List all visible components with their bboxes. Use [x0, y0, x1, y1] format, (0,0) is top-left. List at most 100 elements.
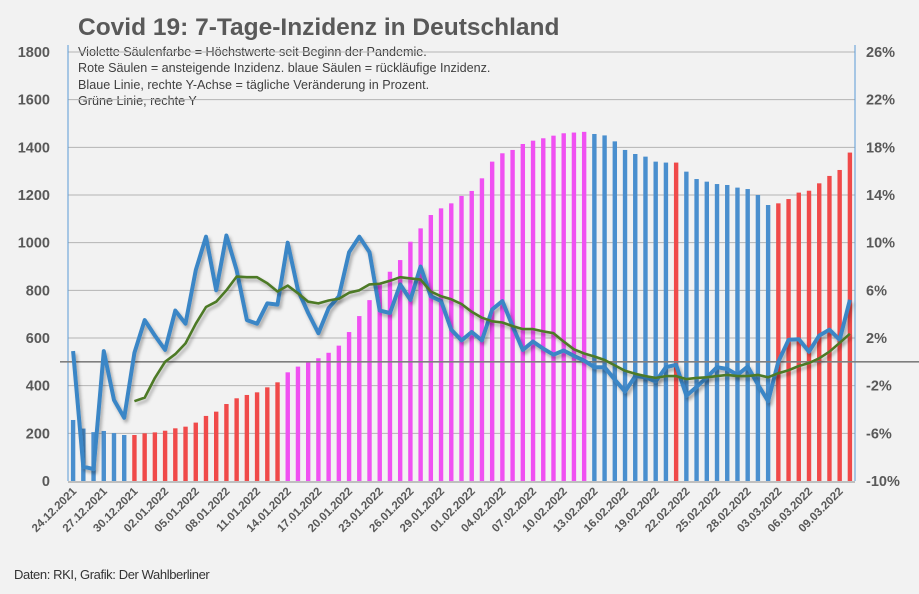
note-green-line: Grüne Linie, rechte Y [78, 93, 197, 108]
lines [71, 233, 852, 472]
bar-red [796, 192, 801, 481]
bar-blue [684, 171, 689, 482]
bar-blue [622, 149, 628, 481]
bar-red [203, 415, 209, 481]
bar-blue [111, 433, 117, 481]
bar-red [152, 432, 158, 481]
bar-violet [449, 203, 454, 481]
bar-violet [428, 215, 434, 481]
bar-violet [397, 260, 403, 481]
left-axis-tick-label: 1600 [18, 93, 50, 109]
bar-red [183, 426, 188, 481]
bar-red [244, 394, 250, 481]
left-axis-tick-label: 1000 [18, 236, 50, 252]
right-axis-tick-label: 6% [866, 283, 887, 299]
bar-violet [316, 358, 321, 481]
right-axis-tick-label: -6% [866, 426, 892, 442]
bar-blue [735, 187, 740, 481]
bar-violet [551, 135, 556, 481]
bar-red [254, 392, 260, 481]
note-blue-line: Blaue Linie, rechte Y-Achse = tägliche V… [78, 77, 430, 92]
right-axis-tick-label: 14% [866, 188, 895, 204]
source-credit: Daten: RKI, Grafik: Der Wahlberliner [14, 567, 210, 582]
bar-violet [387, 271, 393, 481]
bar-violet [500, 153, 505, 481]
daily-change-line [71, 233, 852, 472]
bar-violet [571, 132, 577, 481]
bar-red [847, 152, 853, 481]
right-axis-tick-label: -2% [866, 379, 892, 395]
bar-violet [285, 372, 290, 481]
right-axis-tick-label: 26% [866, 45, 895, 61]
bar-blue [122, 435, 127, 481]
bar-blue [694, 179, 699, 481]
bar-violet [438, 208, 444, 481]
bar-violet [530, 140, 536, 481]
bar-red [162, 430, 168, 481]
bar-red [193, 422, 198, 481]
green-line [133, 275, 851, 403]
bar-violet [581, 131, 587, 481]
bar-violet [336, 345, 342, 481]
left-axis-tick-label: 1200 [18, 188, 50, 204]
bar-violet [367, 300, 372, 481]
bar-violet [479, 178, 485, 482]
bar-blue [663, 162, 669, 481]
bar-violet [541, 138, 546, 481]
right-axis-tick-label: 2% [866, 331, 887, 347]
bar-blue [755, 195, 761, 481]
bar-red [817, 183, 822, 482]
bar-red [132, 435, 137, 481]
bar-red [173, 428, 178, 481]
bar-blue [725, 184, 730, 482]
bar-blue [765, 205, 771, 481]
bar-violet [520, 143, 526, 481]
bar-violet [295, 366, 301, 481]
bar-red [224, 404, 229, 481]
right-axis-tick-label: 18% [866, 140, 895, 156]
bar-blue [653, 161, 658, 481]
bar-blue [714, 184, 720, 481]
bar-violet [305, 361, 311, 481]
bar-blue [643, 156, 648, 481]
bar-violet [326, 352, 331, 481]
left-axis-tick-label: 400 [26, 379, 50, 395]
bar-red [673, 162, 679, 481]
bar-blue [592, 133, 597, 481]
left-axis-tick-label: 1800 [18, 45, 50, 61]
right-axis-tick-label: -10% [866, 474, 900, 490]
bar-blue [70, 419, 76, 481]
bar-red [275, 382, 280, 481]
right-axis-tick-label: 22% [866, 93, 895, 109]
bar-blue [612, 141, 618, 481]
left-axis-tick-label: 800 [26, 283, 50, 299]
bar-red [837, 169, 842, 481]
bar-violet [418, 228, 423, 481]
bar-red [214, 411, 219, 481]
left-axis-tick-label: 1400 [18, 140, 50, 156]
bar-red [806, 190, 812, 481]
bar-blue [745, 189, 750, 481]
chart-title: Covid 19: 7-Tage-Inzidenz in Deutschland [78, 14, 560, 41]
note-red-blue: Rote Säulen = ansteigende Inzidenz. blau… [78, 61, 491, 76]
left-axis-tick-label: 600 [26, 331, 50, 347]
bar-blue [633, 154, 638, 482]
bar-blue [704, 181, 709, 482]
bar-red [265, 387, 270, 481]
right-axis-tick-label: 10% [866, 236, 895, 252]
bar-red [234, 398, 239, 481]
bar-violet [346, 332, 352, 481]
bar-red [776, 203, 781, 481]
left-axis-tick-label: 0 [42, 474, 50, 490]
bar-blue [602, 135, 607, 481]
bar-violet [357, 316, 362, 481]
bar-violet [377, 283, 382, 481]
bar-violet [510, 149, 515, 481]
left-axis-tick-label: 200 [26, 426, 50, 442]
bar-violet [561, 133, 566, 481]
bar-red [142, 433, 147, 481]
bar-violet [469, 190, 474, 481]
bar-blue [101, 430, 106, 481]
bars [70, 131, 853, 482]
